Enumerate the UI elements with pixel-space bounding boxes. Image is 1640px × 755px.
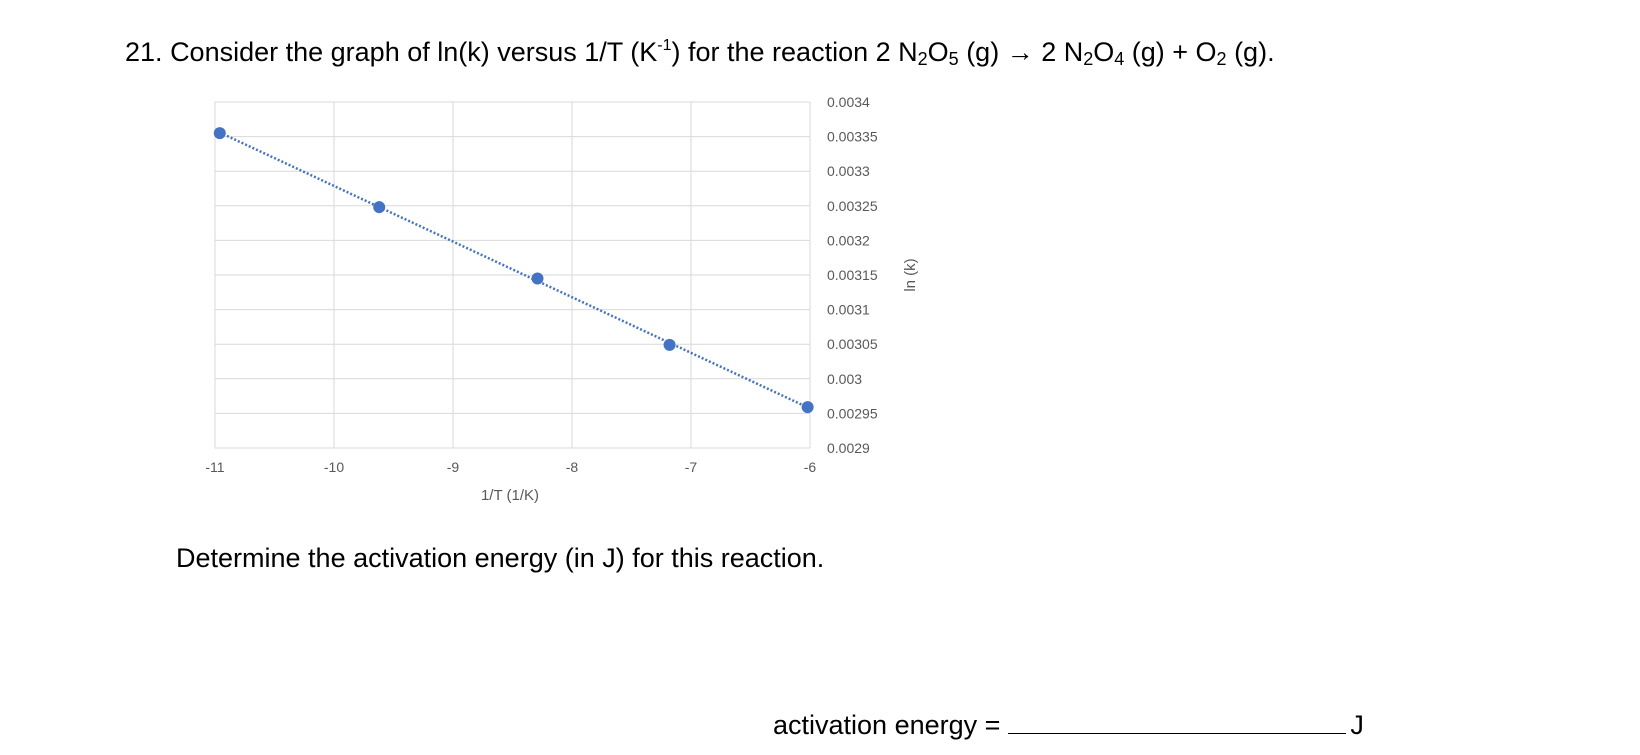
y-tick-label: 0.00295 <box>827 405 878 421</box>
question-title: 21. Consider the graph of ln(k) versus 1… <box>125 36 1275 68</box>
data-point <box>663 338 676 351</box>
activation-energy-blank[interactable] <box>1008 705 1347 734</box>
trendline-line <box>219 131 809 409</box>
trendline <box>219 131 809 409</box>
data-points <box>213 127 814 414</box>
x-axis-label: 1/T (1/K) <box>481 487 539 504</box>
data-point <box>801 401 814 414</box>
subscript-n2o5-o: 5 <box>948 49 959 69</box>
answer-row: activation energy = J <box>773 705 1364 741</box>
question-superscript: -1 <box>657 37 672 54</box>
x-tick-label: -7 <box>685 459 698 475</box>
question-text-5: O <box>1093 37 1115 67</box>
subscript-n2o4-n: 2 <box>1083 49 1094 69</box>
y-tick-label: 0.00315 <box>827 267 878 283</box>
subscript-o2: 2 <box>1216 49 1227 69</box>
y-tick-label: 0.00325 <box>827 198 878 214</box>
y-tick-label: 0.0032 <box>827 232 870 248</box>
data-point <box>531 272 544 285</box>
subscript-n2o5-n: 2 <box>917 49 928 69</box>
answer-label: activation energy = <box>773 710 1001 740</box>
data-point <box>373 201 386 214</box>
x-tick-label: -8 <box>566 459 579 475</box>
x-tick-label: -11 <box>205 459 224 475</box>
y-tick-label: 0.003 <box>827 371 862 387</box>
subscript-n2o4-o: 4 <box>1114 49 1125 69</box>
question-text-7: (g). <box>1226 37 1275 67</box>
y-tick-label: 0.0033 <box>827 163 870 179</box>
question-prompt: Determine the activation energy (in J) f… <box>176 543 825 573</box>
answer-unit: J <box>1350 710 1364 740</box>
y-tick-label: 0.0034 <box>827 94 870 110</box>
x-tick-label: -10 <box>324 459 344 475</box>
question-text-4: (g) → 2 N <box>958 37 1084 67</box>
x-tick-labels: -11 -10 -9 -8 -7 -6 <box>205 459 816 475</box>
data-point <box>213 127 226 140</box>
x-tick-label: -6 <box>804 459 817 475</box>
horizontal-gridlines <box>215 101 810 449</box>
y-tick-label: 0.0031 <box>827 302 870 318</box>
question-text-2: ) for the reaction 2 N <box>671 37 918 67</box>
arrhenius-chart: -11 -10 -9 -8 -7 -6 0.0034 0.00335 0.0033 0.0032… <box>205 94 919 504</box>
y-tick-label: 0.00305 <box>827 336 878 352</box>
x-tick-label: -9 <box>447 459 460 475</box>
y-tick-labels: 0.0034 0.00335 0.0033 0.00325 0.0032 0.00315 0… <box>827 94 878 456</box>
y-tick-label: 0.00335 <box>827 129 878 145</box>
y-tick-label: 0.0029 <box>827 440 870 456</box>
question-number: 21. <box>125 37 163 67</box>
y-axis-label: ln (k) <box>902 258 919 291</box>
question-text-6: (g) + O <box>1124 37 1217 67</box>
question-text-1: Consider the graph of ln(k) versus 1/T (… <box>170 37 658 67</box>
question-text-3: O <box>927 37 949 67</box>
